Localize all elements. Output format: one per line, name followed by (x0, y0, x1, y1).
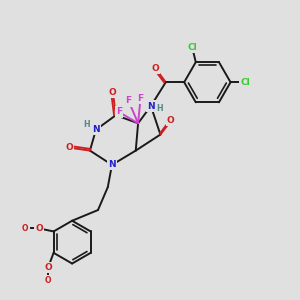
Text: O: O (44, 262, 52, 272)
Text: O: O (167, 116, 175, 125)
Text: F: F (137, 94, 144, 103)
Text: F: F (125, 97, 132, 106)
Text: O: O (22, 224, 28, 233)
Text: O: O (65, 143, 73, 152)
Text: H: H (156, 104, 163, 113)
Text: O: O (152, 64, 159, 73)
Text: Cl: Cl (241, 78, 250, 87)
Text: O: O (35, 224, 43, 233)
Text: N: N (147, 101, 155, 110)
Text: O: O (45, 276, 52, 285)
Text: Cl: Cl (187, 43, 197, 52)
Text: F: F (116, 107, 122, 116)
Text: H: H (84, 120, 90, 129)
Text: O: O (109, 88, 117, 97)
Text: N: N (108, 160, 116, 169)
Text: N: N (92, 125, 100, 134)
